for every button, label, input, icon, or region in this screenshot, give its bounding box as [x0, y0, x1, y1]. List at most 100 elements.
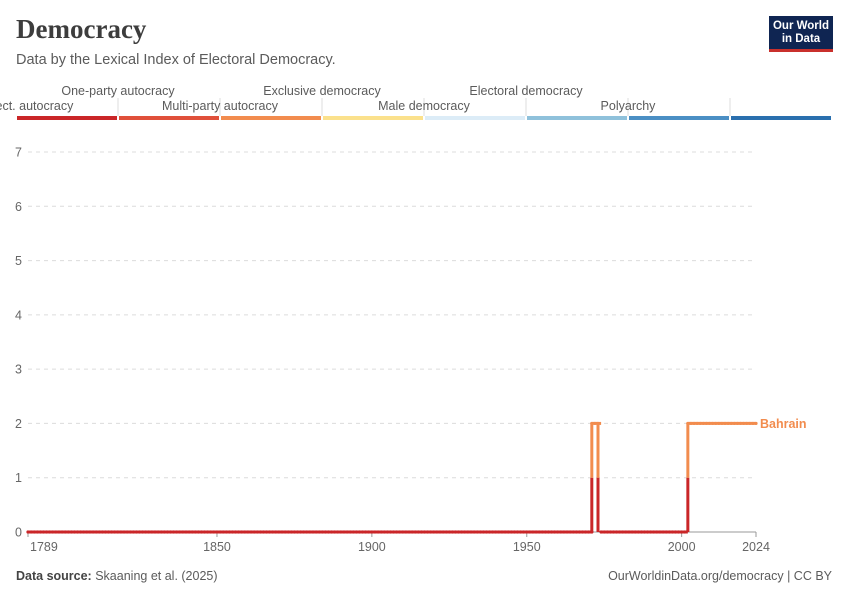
data-point [522, 530, 526, 534]
y-tick-label: 3 [15, 363, 22, 377]
data-point [113, 530, 117, 534]
legend-swatch [527, 116, 627, 120]
legend-label: Polyarchy [601, 99, 657, 113]
data-point [184, 530, 188, 534]
data-point [450, 530, 455, 534]
data-point [63, 530, 67, 534]
data-point [246, 530, 250, 534]
data-point [593, 421, 597, 426]
data-point [153, 530, 157, 534]
credit-link[interactable]: OurWorldinData.org/democracy | CC BY [608, 569, 832, 583]
data-point [407, 530, 411, 534]
logo-line-1: Our World [772, 20, 829, 32]
data-point [686, 421, 690, 426]
data-point [280, 530, 284, 534]
data-point [497, 530, 501, 534]
data-point [336, 530, 340, 534]
data-point [218, 530, 222, 534]
data-point [549, 530, 554, 534]
data-point [404, 530, 408, 534]
data-point [627, 530, 631, 534]
data-point [596, 421, 600, 426]
logo-line-2: in Data [781, 33, 821, 45]
data-point [110, 530, 114, 534]
data-point [590, 421, 594, 426]
data-point [144, 530, 148, 534]
data-point [689, 421, 693, 426]
data-point [202, 530, 207, 534]
data-point [233, 530, 238, 534]
data-point [742, 421, 746, 426]
legend-swatch [221, 116, 321, 120]
data-point [537, 530, 541, 534]
data-point [395, 530, 399, 534]
data-point [125, 530, 129, 534]
data-point [249, 530, 253, 534]
data-point [345, 530, 349, 534]
data-point [602, 530, 606, 534]
y-tick-label: 1 [15, 471, 22, 485]
data-point [676, 530, 681, 534]
y-tick-label: 5 [15, 254, 22, 268]
data-point [667, 530, 671, 534]
data-point [351, 530, 355, 534]
data-point [339, 530, 343, 534]
chart-subtitle: Data by the Lexical Index of Electoral D… [16, 52, 336, 68]
data-point [475, 530, 479, 534]
data-point [51, 530, 55, 534]
data-point [577, 530, 582, 534]
data-point [32, 530, 36, 534]
data-point [137, 530, 142, 534]
data-point [268, 530, 272, 534]
data-point [584, 530, 588, 534]
data-point [261, 530, 266, 534]
data-point [649, 530, 653, 534]
legend-label: One-party autocracy [61, 84, 175, 98]
data-point [664, 530, 668, 534]
data-point [574, 530, 578, 534]
data-source-text[interactable]: Skaaning et al. (2025) [95, 569, 218, 583]
data-point [562, 530, 566, 534]
data-point [385, 530, 389, 534]
data-point [707, 421, 712, 426]
data-point [323, 530, 327, 534]
data-point [438, 530, 442, 534]
data-point [398, 530, 402, 534]
data-point [103, 530, 108, 534]
data-point [587, 530, 591, 534]
data-point [472, 530, 476, 534]
data-point [295, 530, 300, 534]
data-point [528, 530, 532, 534]
legend-label: Non-elect. autocracy [0, 99, 74, 113]
data-point [100, 530, 104, 534]
data-point [131, 530, 135, 534]
data-point [556, 530, 560, 534]
data-point [633, 530, 637, 534]
data-point [190, 530, 194, 534]
data-point [590, 530, 594, 534]
data-point [711, 421, 715, 426]
data-point [255, 530, 259, 534]
data-point [41, 530, 46, 534]
data-point [683, 530, 687, 534]
data-point [611, 530, 616, 534]
data-point [286, 530, 290, 534]
data-point [94, 530, 98, 534]
data-point [512, 530, 516, 534]
data-point [655, 530, 659, 534]
data-point [435, 530, 439, 534]
owid-logo[interactable]: Our World in Data [769, 16, 833, 52]
data-point [119, 530, 123, 534]
data-point [571, 530, 575, 534]
data-point [116, 530, 120, 534]
data-point [122, 530, 126, 534]
chart-title: Democracy [16, 14, 147, 44]
data-point [308, 530, 312, 534]
data-point [670, 530, 674, 534]
data-source: Data source: Skaaning et al. (2025) [16, 569, 218, 583]
legend-label: Multi-party autocracy [162, 99, 279, 113]
data-point [732, 421, 736, 426]
data-point [48, 530, 52, 534]
